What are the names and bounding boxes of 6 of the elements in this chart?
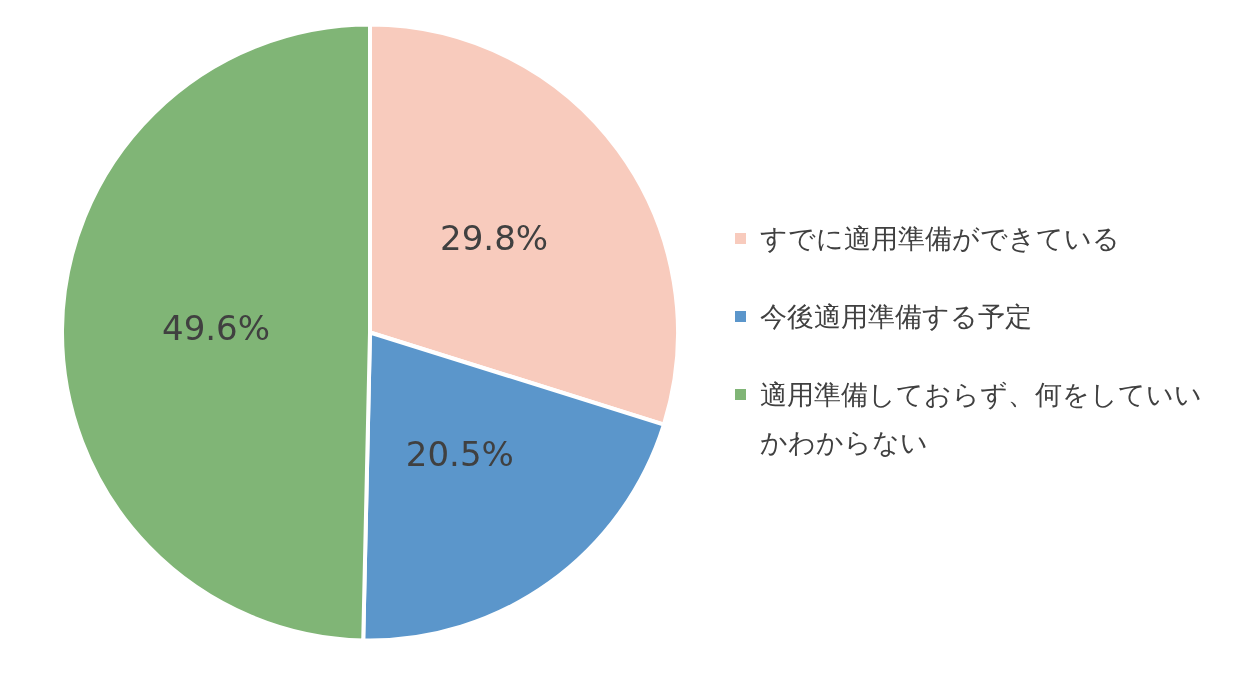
legend-label: すでに適用準備ができている: [760, 222, 1120, 256]
legend-label: 今後適用準備する予定: [760, 300, 1032, 334]
data-label: 29.8%: [440, 218, 549, 259]
legend-label: 適用準備しておらず、何をしていいかわからない: [760, 378, 1203, 460]
data-label: 20.5%: [405, 434, 514, 475]
data-label: 49.6%: [162, 307, 271, 348]
